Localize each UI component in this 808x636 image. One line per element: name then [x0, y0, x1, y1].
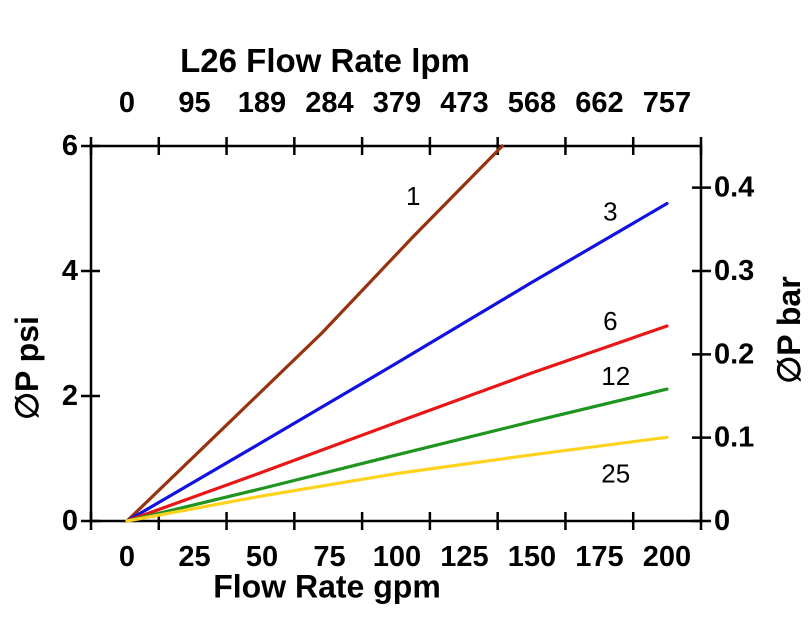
right-axis-tick-label: 0.3	[714, 255, 754, 287]
chart-title: L26 Flow Rate lpm	[180, 42, 470, 79]
top-axis-tick-label: 0	[119, 87, 135, 119]
series-line-6	[125, 324, 669, 523]
right-axis-tick-label: 0	[714, 505, 730, 537]
left-axis-tick-label: 6	[62, 130, 78, 162]
bottom-axis-tick-label: 150	[508, 541, 556, 573]
bottom-axis-tick-label: 175	[575, 541, 623, 573]
bottom-axis-tick-label: 75	[313, 541, 345, 573]
bottom-axis-tick-label: 0	[119, 541, 135, 573]
top-axis-tick-label: 662	[575, 87, 623, 119]
bottom-axis-tick-label: 125	[440, 541, 488, 573]
series-line-12	[125, 387, 669, 523]
bottom-axis-title: Flow Rate gpm	[213, 568, 441, 605]
series-label-1: 1	[406, 181, 420, 211]
left-axis-tick-label: 0	[62, 505, 78, 537]
top-axis-tick-label: 568	[508, 87, 556, 119]
series-line-25	[125, 435, 669, 523]
right-axis-tick-label: 0.4	[714, 172, 754, 204]
series-line-1	[125, 144, 504, 523]
bottom-axis-tick-label: 25	[178, 541, 210, 573]
right-axis-tick-label: 0.1	[714, 422, 754, 454]
series-line-3	[125, 201, 669, 523]
plot-frame	[89, 144, 703, 523]
left-axis-tick-label: 4	[62, 255, 78, 287]
series-label-12: 12	[601, 361, 630, 391]
top-axis-tick-label: 95	[178, 87, 210, 119]
top-axis-tick-label: 379	[373, 87, 421, 119]
left-axis-tick-label: 2	[62, 380, 78, 412]
bottom-axis-tick-label: 100	[373, 541, 421, 573]
top-axis-tick-label: 284	[305, 87, 353, 119]
right-axis-title: ∅P bar	[771, 276, 807, 384]
left-axis-title: ∅P psi	[9, 316, 45, 420]
right-axis-tick-label: 0.2	[714, 338, 754, 370]
top-axis-tick-label: 189	[238, 87, 286, 119]
top-axis-tick-label: 757	[643, 87, 691, 119]
bottom-axis-tick-label: 50	[246, 541, 278, 573]
top-axis-tick-label: 473	[440, 87, 488, 119]
series-label-3: 3	[603, 197, 617, 227]
bottom-axis-tick-label: 200	[643, 541, 691, 573]
series-label-6: 6	[603, 306, 617, 336]
series-label-25: 25	[601, 459, 630, 489]
